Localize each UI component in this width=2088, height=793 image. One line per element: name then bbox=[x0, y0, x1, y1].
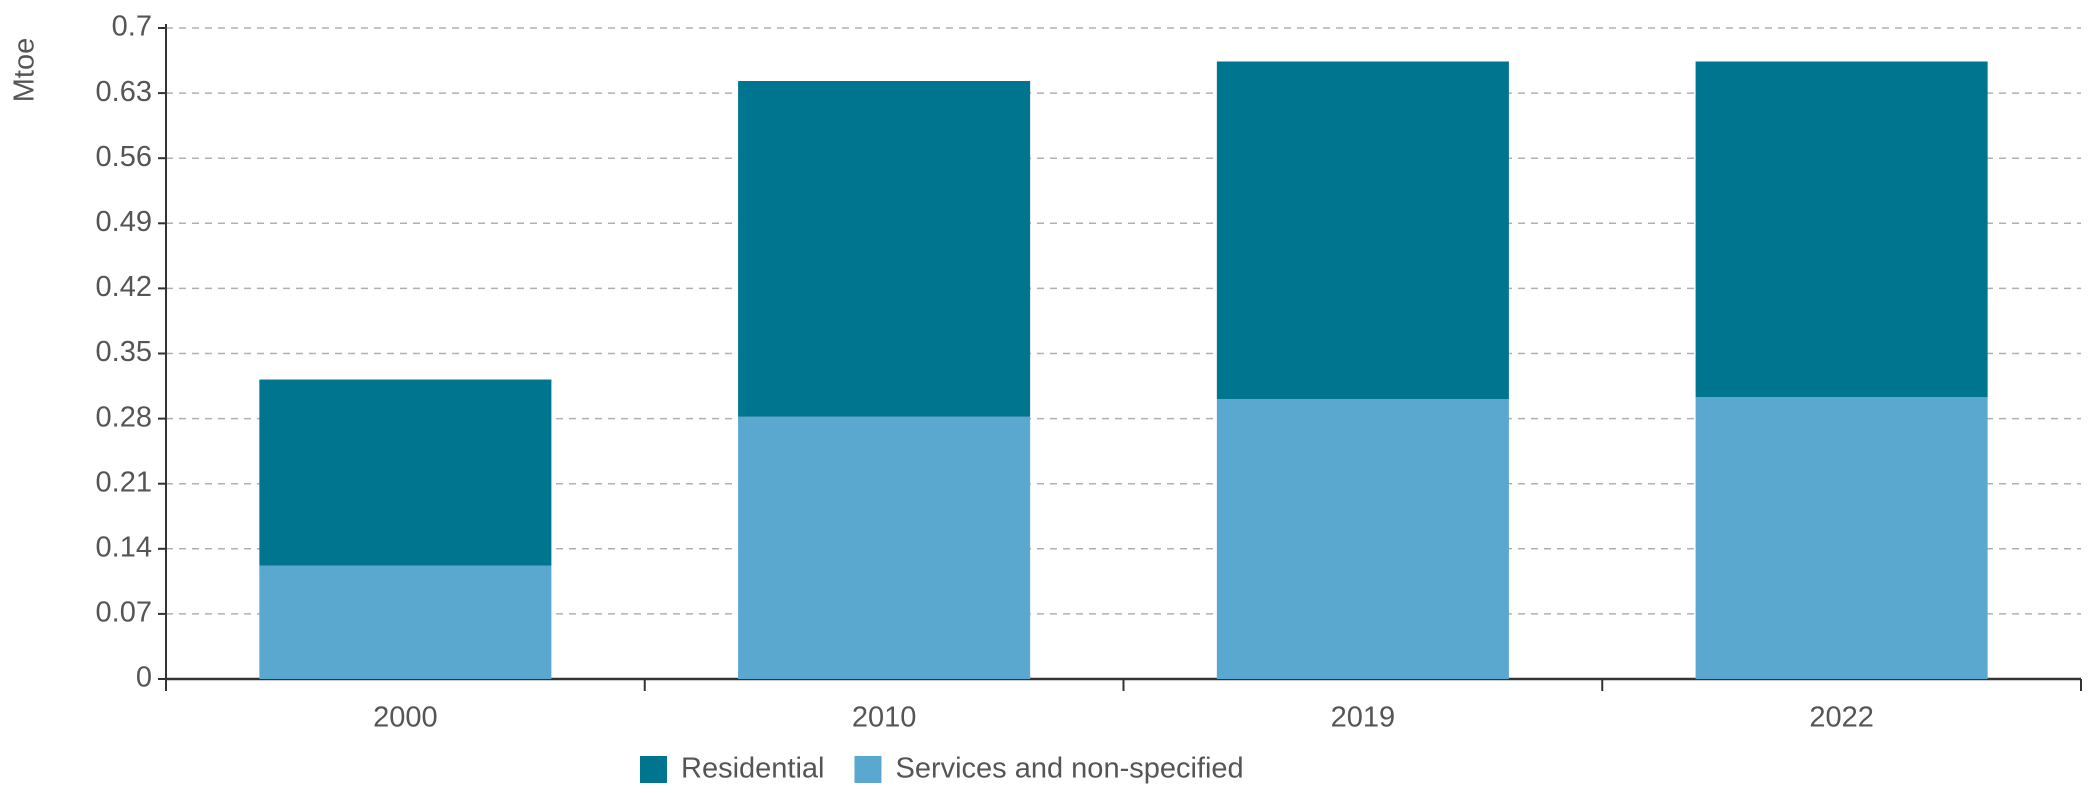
y-tick-label: 0.28 bbox=[96, 401, 152, 433]
y-tick-label: 0.14 bbox=[96, 531, 152, 563]
y-tick-label: 0.21 bbox=[96, 466, 152, 498]
x-tick-label: 2000 bbox=[373, 702, 438, 734]
y-axis-label: Mtoe bbox=[9, 38, 41, 102]
x-tick-label: 2022 bbox=[1809, 702, 1874, 734]
x-tick-label: 2019 bbox=[1331, 702, 1396, 734]
y-tick-label: 0 bbox=[136, 662, 152, 694]
bar-segment bbox=[1695, 61, 1988, 398]
y-tick-label: 0.07 bbox=[96, 597, 152, 629]
legend-swatch bbox=[854, 756, 882, 783]
y-tick-label: 0.63 bbox=[96, 76, 152, 108]
x-tick-label: 2010 bbox=[852, 702, 917, 734]
legend-label: Services and non-specified bbox=[895, 753, 1243, 785]
bar-segment bbox=[1216, 61, 1509, 400]
y-tick-label: 0.56 bbox=[96, 141, 152, 173]
legend-label: Residential bbox=[681, 753, 824, 785]
bar-segment bbox=[738, 81, 1031, 417]
bar-segment bbox=[1216, 399, 1509, 679]
legend-swatch bbox=[640, 756, 667, 783]
bar-segment bbox=[259, 565, 552, 679]
bar-segment bbox=[1695, 397, 1988, 679]
bar-segment bbox=[259, 379, 552, 566]
y-tick-label: 0.42 bbox=[96, 271, 152, 303]
bar-segment bbox=[738, 416, 1031, 679]
y-tick-label: 0.7 bbox=[112, 11, 152, 43]
y-tick-label: 0.49 bbox=[96, 206, 152, 238]
y-tick-label: 0.35 bbox=[96, 336, 152, 368]
